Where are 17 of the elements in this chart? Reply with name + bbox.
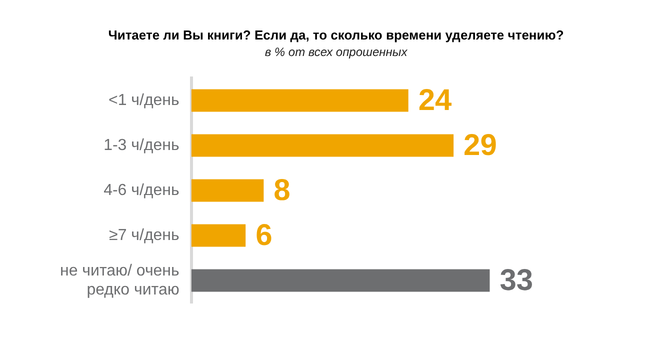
y-tick-label: ≥7 ч/день <box>109 226 180 244</box>
data-label: 8 <box>274 174 290 207</box>
bar <box>191 134 454 157</box>
bar <box>191 269 490 292</box>
bar <box>191 224 246 247</box>
y-tick-label: <1 ч/день <box>108 92 180 109</box>
data-label: 6 <box>256 218 272 252</box>
chart-subtitle: в % от всех опрошенных <box>264 45 408 60</box>
data-label: 24 <box>418 84 452 117</box>
data-label: 29 <box>464 128 497 162</box>
bar <box>191 179 264 202</box>
y-tick-label: 4-6 ч/день <box>104 182 180 199</box>
y-tick-label: не читаю/ очень редко читаю <box>60 262 180 299</box>
bar <box>191 89 408 112</box>
data-label: 33 <box>500 264 534 297</box>
y-tick-label: 1-3 ч/день <box>104 136 180 154</box>
chart-title: Читаете ли Вы книги? Если да, то сколько времени уделяете чтению? <box>108 27 564 42</box>
